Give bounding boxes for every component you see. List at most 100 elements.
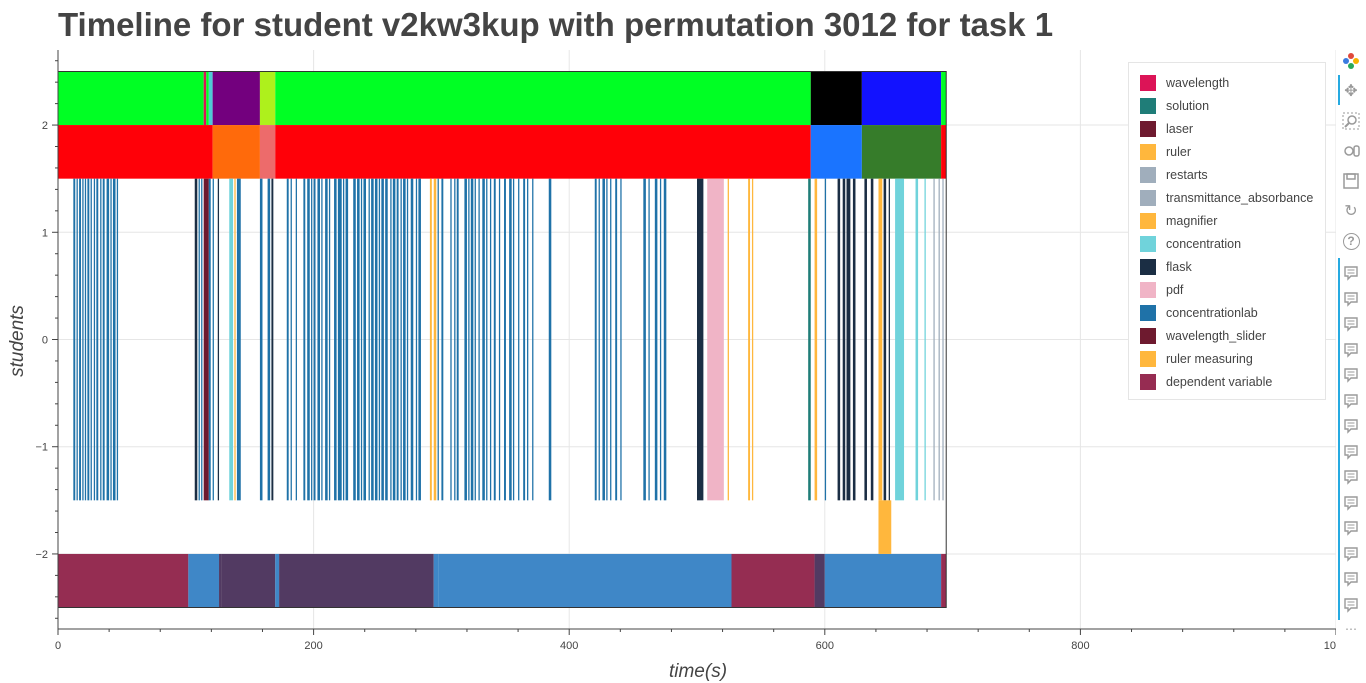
y-tick-label: −1 — [35, 442, 48, 454]
hover-icon[interactable] — [1340, 390, 1362, 412]
legend-label: concentrationlab — [1166, 305, 1258, 320]
event-bar — [236, 178, 241, 501]
legend-item: flask — [1129, 255, 1325, 278]
event-bar — [433, 178, 437, 501]
event-bar — [470, 178, 474, 501]
event-bar — [259, 178, 263, 501]
event-bar — [90, 178, 92, 501]
second-band-segment — [810, 125, 862, 179]
legend-swatch — [1140, 120, 1156, 137]
legend-swatch — [1140, 350, 1156, 367]
hover-icon[interactable] — [1340, 543, 1362, 565]
hover-icon[interactable] — [1340, 288, 1362, 310]
event-bar — [396, 178, 399, 501]
second-band-segment — [259, 125, 276, 179]
event-bar — [814, 178, 818, 501]
legend-label: restarts — [1166, 167, 1208, 182]
event-bar — [403, 178, 406, 501]
event-bar — [478, 178, 480, 501]
second-band-segment — [212, 125, 260, 179]
event-bar — [464, 178, 467, 501]
save-icon[interactable] — [1340, 170, 1362, 192]
more-tools-icon[interactable]: ⋯ — [1345, 622, 1357, 636]
event-bar — [482, 178, 485, 501]
hover-icon[interactable] — [1340, 339, 1362, 361]
event-bar — [498, 178, 501, 501]
event-bar — [418, 178, 421, 501]
legend-item: ruler — [1129, 140, 1325, 163]
event-bar — [76, 178, 78, 501]
legend-label: ruler measuring — [1166, 351, 1253, 366]
event-bar — [437, 178, 439, 501]
reset-icon[interactable]: ↻ — [1344, 203, 1358, 220]
pan-icon[interactable]: ✥ — [1344, 83, 1358, 100]
help-icon[interactable]: ? — [1340, 230, 1362, 252]
event-bar — [441, 178, 444, 501]
bottom-band-segment — [814, 553, 825, 608]
event-bar — [933, 178, 935, 501]
event-bar — [454, 178, 456, 501]
second-band-segment — [275, 125, 811, 179]
wheel-zoom-icon[interactable] — [1340, 140, 1362, 162]
event-bar — [518, 178, 520, 501]
event-bar — [203, 178, 209, 501]
event-bar — [267, 178, 271, 501]
legend-label: transmittance_absorbance — [1166, 190, 1314, 205]
second-band-segment — [941, 125, 947, 179]
legend-label: dependent variable — [1166, 374, 1273, 389]
event-bar — [450, 178, 452, 501]
event-bar — [468, 178, 470, 501]
legend-label: pdf — [1166, 282, 1184, 297]
event-bar — [748, 178, 751, 501]
legend-label: wavelength_slider — [1166, 328, 1267, 343]
timeline-chart[interactable]: 0 200 400 600 800 1000 −2 −1 0 1 2 time(s) student… — [0, 0, 1336, 683]
event-bar — [654, 178, 658, 501]
pan-active-indicator — [1338, 75, 1340, 105]
hover-icon[interactable] — [1340, 517, 1362, 539]
box-zoom-icon[interactable] — [1340, 110, 1362, 132]
event-bar — [345, 178, 349, 501]
event-bar — [368, 178, 370, 501]
legend-swatch — [1140, 327, 1156, 344]
hover-icon[interactable] — [1340, 415, 1362, 437]
hover-icon[interactable] — [1340, 466, 1362, 488]
bottom-band-segment — [279, 553, 434, 608]
hover-icon[interactable] — [1340, 492, 1362, 514]
hover-icon[interactable] — [1340, 441, 1362, 463]
hover-icon[interactable] — [1340, 594, 1362, 616]
event-bar — [512, 178, 515, 501]
event-bar — [663, 178, 667, 501]
hover-icon[interactable] — [1340, 262, 1362, 284]
legend-item: wavelength_slider — [1129, 324, 1325, 347]
x-tick-label: 600 — [816, 640, 834, 652]
help-glyph: ? — [1342, 232, 1360, 250]
legend-swatch — [1140, 235, 1156, 252]
bottom-band-segment — [438, 553, 732, 608]
hover-icon[interactable] — [1340, 364, 1362, 386]
event-bar — [360, 178, 363, 501]
event-bar — [102, 178, 105, 501]
legend-label: magnifier — [1166, 213, 1218, 228]
bottom-band-segment — [433, 553, 439, 608]
hover-icon[interactable] — [1340, 568, 1362, 590]
event-bar — [915, 178, 919, 501]
event-bar — [648, 178, 650, 501]
legend-item: dependent variable — [1129, 370, 1325, 393]
event-bar — [208, 178, 211, 501]
event-bar — [385, 178, 388, 501]
x-tick-label: 0 — [55, 640, 61, 652]
legend-item: solution — [1129, 94, 1325, 117]
event-bar — [429, 178, 432, 501]
event-bar — [198, 178, 200, 501]
legend-item: laser — [1129, 117, 1325, 140]
bottom-band-segment — [219, 553, 222, 608]
legend-item: transmittance_absorbance — [1129, 186, 1325, 209]
bokeh-logo-icon[interactable] — [1340, 50, 1362, 72]
event-bar — [548, 178, 552, 501]
bottom-band-segment — [58, 553, 189, 608]
event-bar — [194, 178, 198, 501]
event-bar — [837, 178, 841, 501]
event-bar — [615, 178, 618, 501]
hover-icon[interactable] — [1340, 313, 1362, 335]
event-bar — [286, 178, 289, 501]
